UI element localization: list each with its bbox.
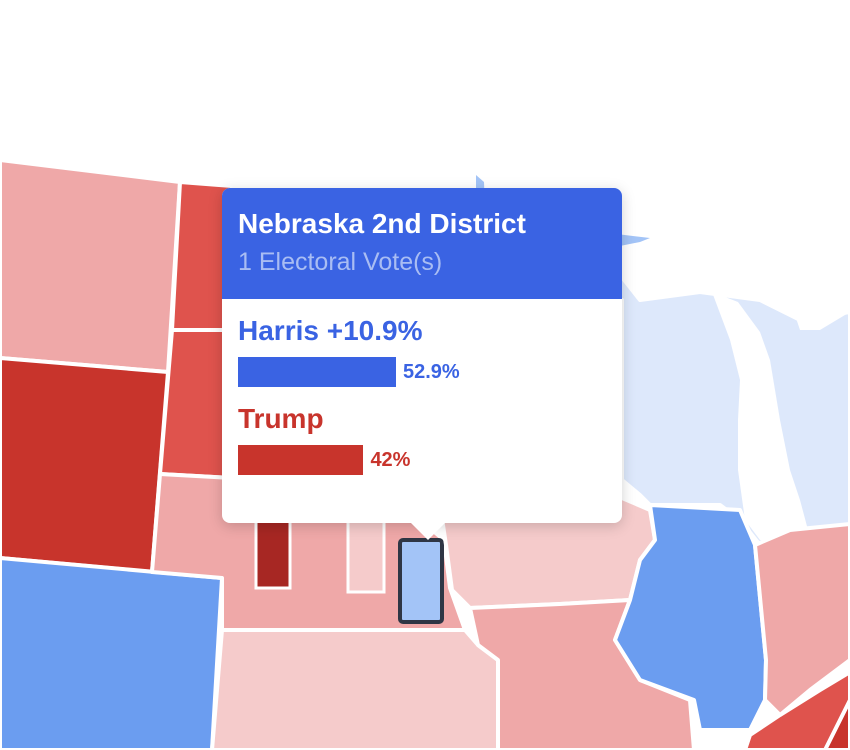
candidate-name: Harris +10.9%	[238, 315, 423, 346]
result-bar-row: 42%	[238, 445, 606, 475]
tooltip-body: Harris +10.9% 52.9% Trump 42%	[222, 299, 622, 475]
nebraska-district-light[interactable]	[346, 516, 386, 594]
lake-michigan	[712, 292, 808, 540]
result-bar	[238, 445, 364, 475]
nebraska-district-dark[interactable]	[254, 516, 292, 590]
candidate-trump: Trump 42%	[238, 401, 606, 475]
candidate-name: Trump	[238, 403, 324, 434]
state-idaho[interactable]	[0, 158, 182, 374]
district-tooltip: Nebraska 2nd District 1 Electoral Vote(s…	[222, 188, 622, 540]
state-colorado[interactable]	[0, 556, 224, 750]
result-percent: 42%	[370, 448, 411, 471]
electoral-votes: 1 Electoral Vote(s)	[238, 248, 443, 276]
nebraska-2nd-district-highlight[interactable]	[398, 538, 444, 624]
result-percent: 52.9%	[403, 360, 460, 383]
result-bar-row: 52.9%	[238, 357, 606, 387]
state-kentucky[interactable]	[743, 670, 850, 750]
state-wyoming[interactable]	[0, 356, 170, 574]
candidate-harris: Harris +10.9% 52.9%	[238, 313, 606, 387]
state-kentucky-west[interactable]	[823, 698, 850, 750]
result-bar	[238, 357, 396, 387]
district-title: Nebraska 2nd District	[238, 208, 526, 239]
tooltip-pointer	[411, 523, 445, 540]
state-kansas[interactable]	[210, 628, 500, 750]
lake-huron	[790, 300, 850, 330]
state-indiana[interactable]	[753, 522, 850, 717]
tooltip-header: Nebraska 2nd District 1 Electoral Vote(s…	[222, 188, 622, 299]
